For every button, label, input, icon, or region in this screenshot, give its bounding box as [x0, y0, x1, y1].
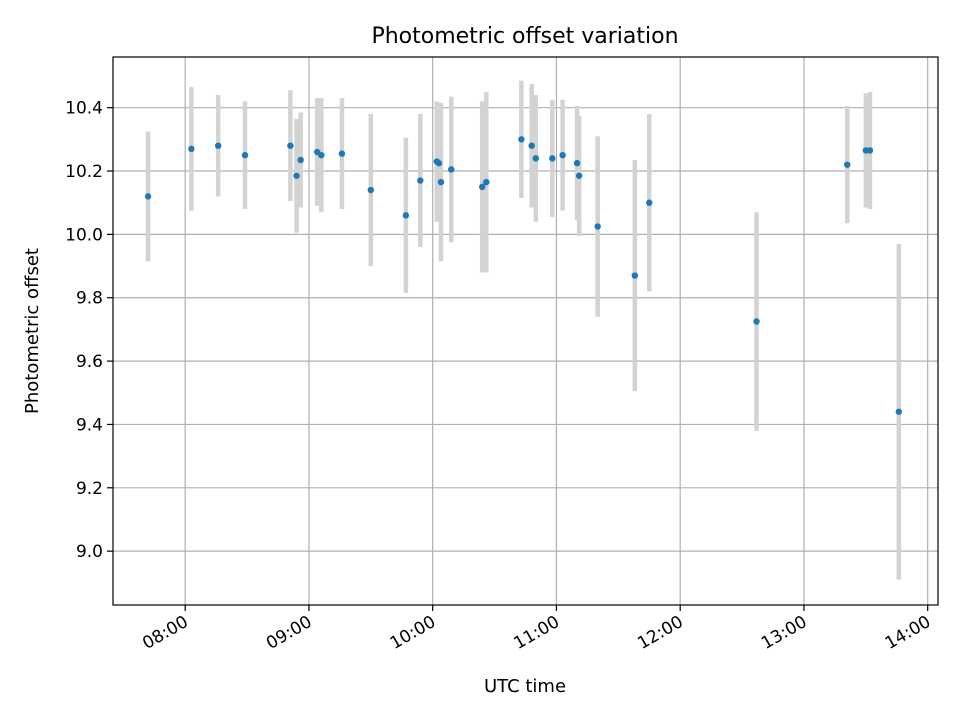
y-tick-label: 9.6 — [76, 352, 103, 372]
data-point — [402, 212, 410, 219]
data-point — [528, 142, 535, 149]
y-tick-label: 10.4 — [65, 99, 103, 119]
data-point — [866, 147, 874, 154]
data-point — [318, 151, 325, 159]
data-point — [417, 177, 424, 184]
y-tick-label: 9.4 — [76, 415, 103, 435]
data-point — [753, 318, 760, 325]
x-axis-label: UTC time — [484, 676, 566, 697]
data-points — [144, 136, 903, 415]
grid — [113, 57, 938, 605]
data-point — [549, 155, 556, 162]
data-point — [367, 186, 375, 194]
y-tick-label: 10.0 — [65, 225, 103, 245]
data-point — [594, 223, 601, 230]
data-point — [575, 172, 583, 179]
data-point — [895, 408, 903, 415]
y-axis-label: Photometric offset — [22, 248, 43, 414]
data-point — [297, 156, 304, 164]
data-point — [518, 136, 525, 143]
data-point — [646, 199, 653, 206]
y-axis-ticks: 9.0 9.2 9.4 9.6 9.8 10.0 10.2 10.4 — [65, 99, 113, 562]
data-point — [338, 150, 346, 157]
data-point — [241, 151, 249, 159]
data-point — [293, 172, 300, 179]
data-point — [559, 151, 566, 159]
y-tick-label: 9.0 — [76, 542, 103, 562]
data-point — [287, 142, 294, 149]
data-point — [573, 159, 581, 167]
data-point — [478, 183, 486, 191]
y-tick-label: 9.2 — [76, 479, 103, 499]
data-point — [448, 166, 455, 173]
data-point — [532, 155, 540, 162]
y-tick-label: 9.8 — [76, 289, 103, 309]
data-point — [437, 178, 445, 186]
data-point — [144, 193, 152, 200]
data-point — [188, 145, 195, 153]
plot-frame — [112, 56, 939, 606]
data-point — [483, 178, 490, 186]
data-point — [435, 159, 443, 167]
data-point — [631, 272, 639, 279]
chart-title: Photometric offset variation — [371, 24, 678, 49]
data-point — [214, 142, 222, 149]
y-tick-label: 10.2 — [65, 162, 103, 182]
data-point — [844, 161, 851, 168]
